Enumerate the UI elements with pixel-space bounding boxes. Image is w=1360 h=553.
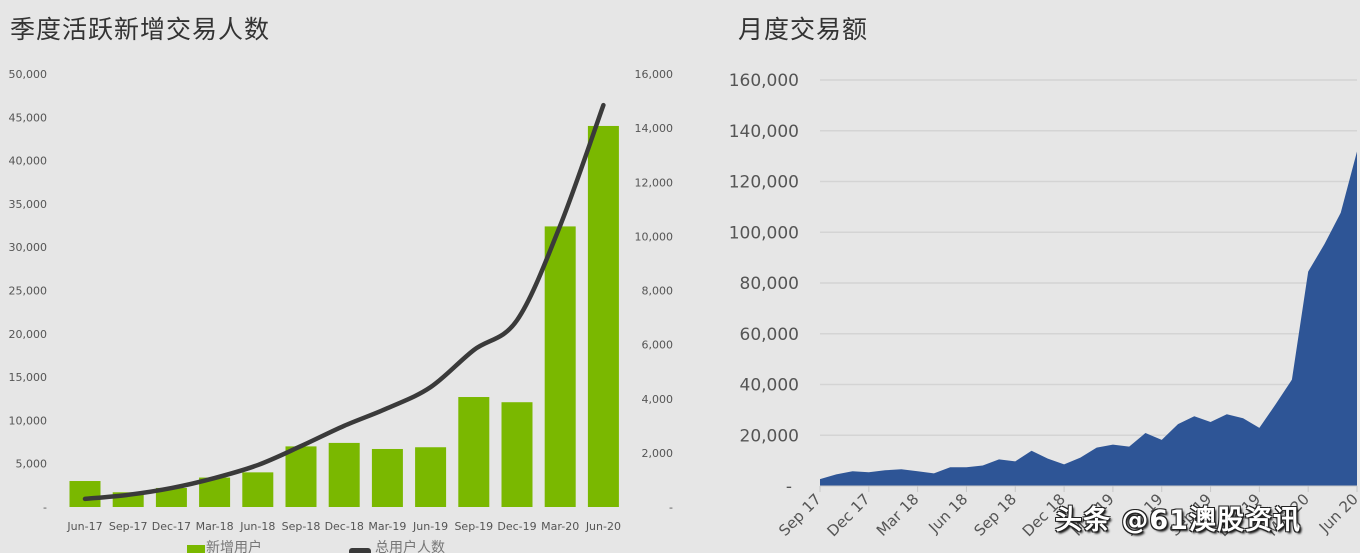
y-axis-tick: 120,000 [729,173,799,193]
chart-title: 季度活跃新增交易人数 [10,15,271,44]
right-axis-tick: 4,000 [642,393,674,406]
area-plot: - 20,000 40,000 60,000 80,000 100,000 120,000 1… [729,71,1360,540]
left-axis-tick: 20,000 [9,328,48,341]
bar [371,448,403,507]
bar [69,481,101,507]
right-axis-tick: - [669,501,673,514]
total-users-line [82,102,606,502]
x-axis-label: Mar-18 [196,520,234,533]
bar [458,397,490,507]
right-axis-tick: 10,000 [635,230,674,243]
left-axis-tick: 45,000 [9,111,48,124]
chart-title: 月度交易额 [738,15,869,44]
x-axis-label: Sep-19 [454,520,493,533]
right-axis-tick: 8,000 [642,285,674,298]
y-axis-tick: 60,000 [740,325,799,345]
quarterly-new-traders-chart: 季度活跃新增交易人数 - 5,000 10,000 15,000 20,000 25,00… [9,15,674,553]
x-axis-label: Sep 18 [971,490,1021,540]
legend-bar-swatch [187,545,205,553]
legend-bar-label: 新增用户 [206,539,262,553]
bar-series [69,125,619,508]
bar [328,442,360,507]
bar [285,446,317,507]
x-axis-label: Jun 18 [924,490,971,537]
left-axis-tick: 15,000 [9,371,48,384]
x-axis-label: Mar 18 [873,490,923,540]
bar [155,487,187,507]
legend-line-swatch [349,548,371,553]
y-axis-tick: 160,000 [729,71,799,91]
x-axis-label: Jun-20 [585,520,621,533]
right-axis-tick: 2,000 [642,447,674,460]
x-axis-label: Sep 17 [775,490,825,540]
x-axis-label: Sep-17 [109,520,148,533]
y-axis-tick: 80,000 [740,274,799,294]
legend-line-label: 总用户人数 [375,539,445,553]
y-axis-tick: 100,000 [729,223,799,243]
bar [415,447,447,507]
bar [544,226,576,507]
x-axis-label: Dec-19 [497,520,536,533]
x-axis-label: Jun-17 [66,520,102,533]
watermark: 头条 @61澳股资讯 [1055,505,1301,536]
y-axis-tick: 20,000 [740,426,799,446]
right-axis-tick: 14,000 [635,122,674,135]
bar [501,402,533,507]
y-axis-tick: 140,000 [729,122,799,142]
left-axis-tick: - [43,501,47,514]
monthly-trading-volume-chart: 月度交易额 - 20,000 40,000 60,000 80,000 100,000 12… [720,0,1360,553]
bar [242,472,274,507]
x-axis-label: Mar-19 [368,520,406,533]
trading-volume-area [820,151,1357,486]
x-axis-label: Dec 17 [824,490,874,540]
left-axis-tick: 40,000 [9,155,48,168]
bar [587,125,619,508]
left-axis-tick: 5,000 [16,458,48,471]
x-axis-label: Jun 20 [1315,490,1360,537]
left-axis-tick: 50,000 [9,68,48,81]
x-axis-label: Jun-18 [239,520,275,533]
legend: 新增用户 总用户人数 [187,539,445,553]
x-axis-label: Jun-19 [412,520,448,533]
bar-line-plot: - 5,000 10,000 15,000 20,000 25,000 30,000 35,0… [9,68,674,553]
left-axis-tick: 35,000 [9,198,48,211]
right-axis-tick: 6,000 [642,339,674,352]
right-axis-tick: 16,000 [635,68,674,81]
y-axis-tick: - [786,477,792,497]
x-axis-label: Mar-20 [541,520,579,533]
left-axis-tick: 25,000 [9,285,48,298]
y-axis-tick: 40,000 [740,376,799,396]
right-axis-tick: 12,000 [635,176,674,189]
x-axis-label: Dec-18 [325,520,364,533]
x-axis-label: Dec-17 [152,520,191,533]
left-axis-tick: 10,000 [9,414,48,427]
x-axis-label: Sep-18 [282,520,321,533]
left-axis-tick: 30,000 [9,241,48,254]
